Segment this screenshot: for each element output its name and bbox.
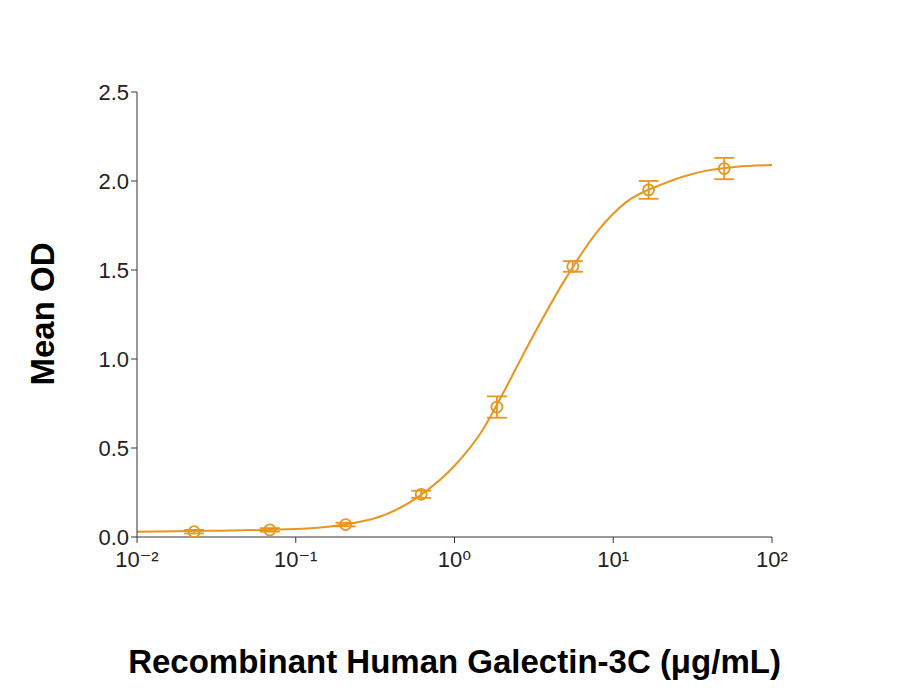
svg-text:0.0: 0.0 bbox=[98, 525, 129, 550]
svg-text:10⁻¹: 10⁻¹ bbox=[274, 547, 317, 572]
svg-text:1.0: 1.0 bbox=[98, 347, 129, 372]
svg-text:0.5: 0.5 bbox=[98, 436, 129, 461]
svg-text:10²: 10² bbox=[756, 547, 788, 572]
svg-text:1.5: 1.5 bbox=[98, 258, 129, 283]
svg-text:10⁰: 10⁰ bbox=[438, 547, 471, 572]
svg-text:10⁻²: 10⁻² bbox=[115, 547, 158, 572]
html-text:Mean OD: Mean OD bbox=[24, 242, 61, 386]
svg-text:2.0: 2.0 bbox=[98, 169, 129, 194]
svg-text:10¹: 10¹ bbox=[597, 547, 629, 572]
svg-text:2.5: 2.5 bbox=[98, 80, 129, 105]
svg-text:Recombinant Human Galectin-3C: Recombinant Human Galectin-3C (μg/mL) bbox=[128, 643, 781, 680]
